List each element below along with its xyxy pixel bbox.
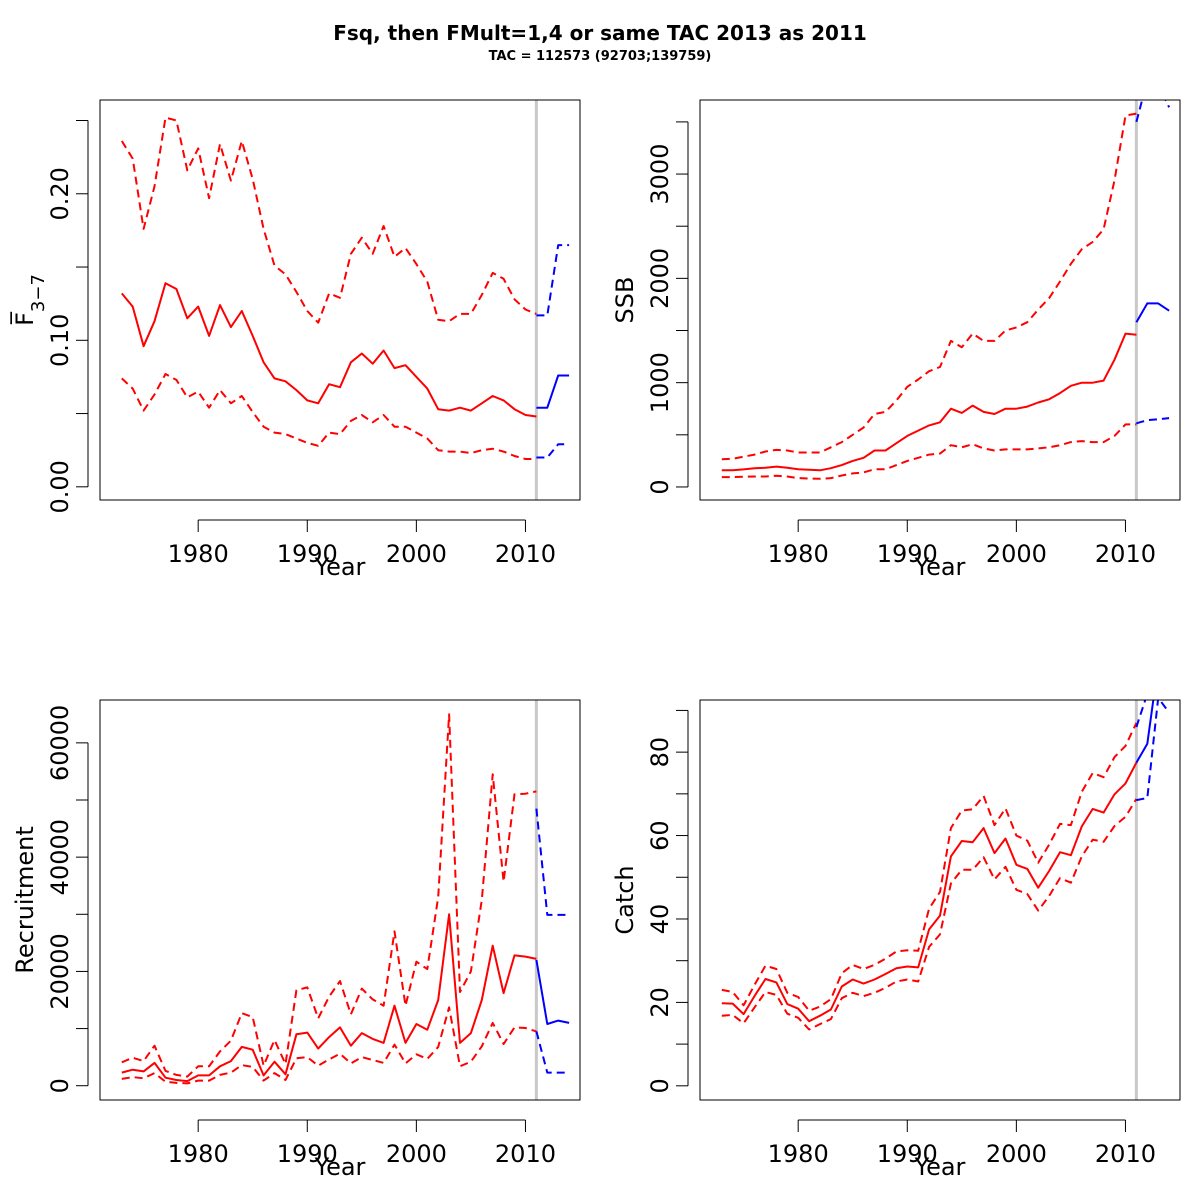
ssb-y-axis-title: SSB xyxy=(611,277,639,324)
catch-series-estimate xyxy=(721,762,1138,1023)
catch-x-tick-label: 1980 xyxy=(768,1140,829,1168)
fbar-x-tick-label: 1980 xyxy=(168,540,229,568)
fbar-y-axis-title: F̅3−7 xyxy=(10,274,49,326)
ssb-x-tick-label: 1980 xyxy=(768,540,829,568)
ssb-series-lower xyxy=(721,423,1137,480)
catch-plot-frame xyxy=(699,699,1181,1101)
fbar-y-tick-label: 0.20 xyxy=(46,167,74,220)
recruitment-x-tick-label: 2000 xyxy=(386,1140,447,1168)
catch-series-forecast xyxy=(1135,700,1155,764)
ssb-x-axis-title: Year xyxy=(914,553,966,581)
recruitment-series-forecast xyxy=(535,959,570,1025)
recruitment-y-tick-label: 60000 xyxy=(46,705,74,781)
fbar-series-upper xyxy=(120,116,537,324)
figure-title: Fsq, then FMult=1,4 or same TAC 2013 as … xyxy=(333,21,867,45)
panel-recruitment: 1980 1990 2000 2010 Year 0 20000 40000 60000 Recr… xyxy=(11,699,581,1181)
recruitment-x-tick-label: 1990 xyxy=(277,1140,338,1168)
ssb-plot-frame xyxy=(699,99,1181,501)
recruitment-series-forecast-lower xyxy=(535,1031,570,1074)
recruitment-series-lower xyxy=(121,1006,537,1085)
fbar-plot-frame xyxy=(99,99,581,501)
ssb-x-tick-label: 2000 xyxy=(986,540,1047,568)
recruitment-x-tick-label: 1980 xyxy=(168,1140,229,1168)
panel-catch: 1980 1990 2000 2010 Year 0 20 40 60 80 Catch xyxy=(611,699,1181,1181)
fbar-y-tick-label: 0.10 xyxy=(46,314,74,367)
fbar-y-axis-subscript: 3−7 xyxy=(28,274,49,312)
catch-y-tick-label: 80 xyxy=(646,737,674,768)
fbar-y-tick-label: 0.00 xyxy=(46,460,74,513)
recruitment-series-estimate xyxy=(121,913,537,1083)
catch-y-axis-title: Catch xyxy=(611,865,639,934)
ssb-y-tick-label: 1000 xyxy=(646,352,674,413)
fbar-x-tick-label: 2010 xyxy=(495,540,556,568)
ssb-series-forecast xyxy=(1135,302,1170,323)
fbar-series-forecast xyxy=(536,374,570,409)
catch-x-axis-title: Year xyxy=(914,1153,966,1181)
recruitment-series-upper xyxy=(121,713,537,1078)
ssb-x-tick-label: 1990 xyxy=(877,540,938,568)
catch-x-tick-label: 2000 xyxy=(986,1140,1047,1168)
fbar-x-tick-label: 1990 xyxy=(277,540,338,568)
catch-x-tick-label: 1990 xyxy=(877,1140,938,1168)
recruitment-plot-frame xyxy=(99,699,581,1101)
fbar-x-axis-title: Year xyxy=(314,553,366,581)
ssb-x-tick-label: 2010 xyxy=(1095,540,1156,568)
ssb-y-tick-label: 2000 xyxy=(646,248,674,309)
panel-ssb: 1980 1990 2000 2010 Year 0 1000 2000 3000 SSB xyxy=(611,99,1181,581)
fbar-series-lower xyxy=(121,373,537,460)
recruitment-y-tick-label: 0 xyxy=(46,1078,74,1093)
ssb-series-upper xyxy=(721,112,1137,461)
recruitment-x-tick-label: 2010 xyxy=(495,1140,556,1168)
fbar-x-tick-label: 2000 xyxy=(386,540,447,568)
catch-x-tick-label: 2010 xyxy=(1095,1140,1156,1168)
ssb-series-estimate xyxy=(721,332,1137,472)
ssb-y-tick-label: 0 xyxy=(646,479,674,494)
recruitment-x-axis-title: Year xyxy=(314,1153,366,1181)
catch-series-forecast-upper xyxy=(1135,700,1147,728)
recruitment-series-forecast-upper xyxy=(535,808,570,916)
catch-y-tick-label: 40 xyxy=(646,904,674,935)
fbar-series-forecast-upper xyxy=(536,244,570,317)
recruitment-y-tick-label: 40000 xyxy=(46,819,74,895)
fbar-series-estimate xyxy=(121,282,537,418)
figure-subtitle: TAC = 112573 (92703;139759) xyxy=(489,49,712,64)
ssb-y-tick-label: 3000 xyxy=(646,144,674,205)
catch-y-tick-label: 60 xyxy=(646,820,674,851)
recruitment-y-axis-title: Recruitment xyxy=(11,826,39,973)
fbar-series-forecast-lower xyxy=(536,443,570,459)
ssb-series-forecast-lower xyxy=(1136,417,1170,425)
catch-series-lower xyxy=(721,798,1138,1031)
catch-y-tick-label: 20 xyxy=(646,987,674,1018)
recruitment-y-tick-label: 20000 xyxy=(46,933,74,1009)
catch-y-tick-label: 0 xyxy=(646,1078,674,1093)
catch-series-forecast-lower xyxy=(1136,700,1170,802)
panel-fbar: 1980 1990 2000 2010 Year 0.00 0.10 0.20 F̅3−7 xyxy=(10,99,581,581)
